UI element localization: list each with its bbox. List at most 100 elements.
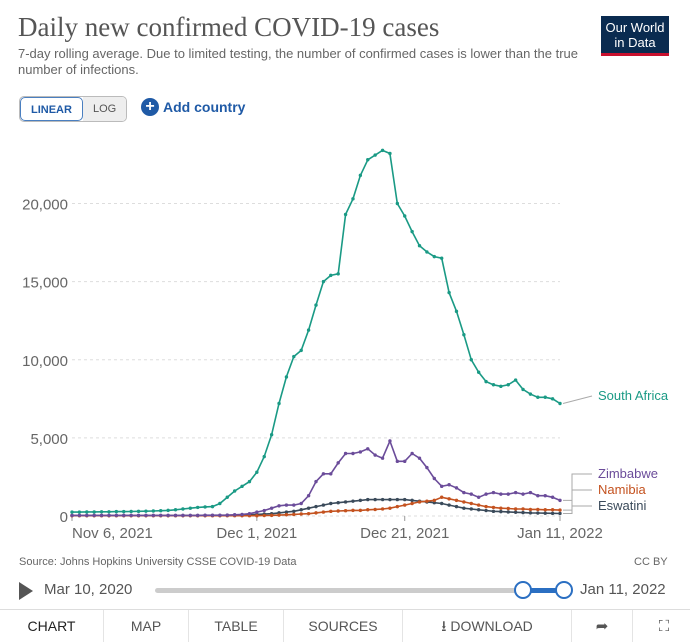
data-point xyxy=(188,513,193,518)
tab-sources[interactable]: SOURCES xyxy=(284,610,403,642)
data-point xyxy=(373,453,377,457)
data-point xyxy=(240,484,244,489)
data-point xyxy=(462,490,466,495)
source-note[interactable]: Source: Johns Hopkins University CSSE CO… xyxy=(19,556,297,568)
data-point xyxy=(77,513,82,518)
timeline-start-handle[interactable] xyxy=(514,581,532,599)
data-point xyxy=(166,508,170,513)
data-point xyxy=(159,508,163,513)
data-point xyxy=(306,493,311,498)
data-point xyxy=(255,513,259,518)
data-point xyxy=(454,498,459,503)
data-point xyxy=(506,492,510,496)
data-point xyxy=(543,395,547,399)
data-point xyxy=(240,512,244,517)
line-chart: 0 5,000 10,000 15,000 20,000 Nov 6, 2021 Dec … xyxy=(22,148,669,542)
data-point xyxy=(403,503,407,507)
tab-chart[interactable]: CHART xyxy=(0,610,104,642)
data-point xyxy=(262,454,266,459)
fullscreen-button[interactable]: ⛶ xyxy=(633,610,690,642)
data-point xyxy=(269,433,274,437)
data-point xyxy=(195,513,200,518)
data-point xyxy=(395,497,400,502)
label-connector xyxy=(563,473,592,501)
data-point xyxy=(454,309,459,314)
data-point xyxy=(292,512,296,517)
data-point xyxy=(107,513,111,518)
data-point xyxy=(380,148,385,153)
data-point xyxy=(454,504,459,509)
data-point xyxy=(476,495,481,499)
data-point xyxy=(336,509,340,513)
share-button[interactable]: ➦ xyxy=(572,610,633,642)
data-point xyxy=(447,503,451,507)
x-tick-label: Jan 11, 2022 xyxy=(517,525,603,542)
data-point xyxy=(380,507,385,511)
data-point xyxy=(491,490,496,495)
data-point xyxy=(262,508,266,513)
data-point xyxy=(269,506,274,510)
data-point xyxy=(506,506,510,511)
data-point xyxy=(336,461,340,465)
data-point xyxy=(173,513,178,518)
data-point xyxy=(499,506,503,510)
data-point xyxy=(188,506,193,510)
data-point xyxy=(203,505,207,509)
data-point xyxy=(321,503,326,507)
log-button[interactable]: LOG xyxy=(82,97,127,121)
data-point xyxy=(439,495,444,499)
tab-map[interactable]: MAP xyxy=(104,610,189,642)
logo-line1: Our World xyxy=(605,20,665,35)
data-point xyxy=(425,465,429,470)
tab-table[interactable]: TABLE xyxy=(189,610,284,642)
data-point xyxy=(506,510,510,514)
data-point xyxy=(373,153,377,157)
data-point xyxy=(439,484,444,489)
add-country-button[interactable]: + Add country xyxy=(141,98,245,116)
timeline-end-label: Jan 11, 2022 xyxy=(580,581,666,598)
timeline-track[interactable] xyxy=(155,588,565,593)
tab-download[interactable]: ⭳ DOWNLOAD xyxy=(403,610,572,642)
data-point xyxy=(232,489,237,493)
data-point xyxy=(299,512,303,516)
license-link[interactable]: CC BY xyxy=(634,556,668,568)
timeline-end-handle[interactable] xyxy=(555,581,573,599)
data-point xyxy=(144,509,148,513)
data-point xyxy=(462,506,466,510)
data-point xyxy=(358,450,363,454)
linear-button[interactable]: LINEAR xyxy=(20,97,83,121)
y-tick-label: 10,000 xyxy=(22,353,68,370)
download-icon: ⭳ xyxy=(441,618,447,635)
data-point xyxy=(432,501,437,505)
data-point xyxy=(181,513,185,518)
data-point xyxy=(343,500,348,504)
data-point xyxy=(292,503,296,507)
data-point xyxy=(129,509,133,514)
data-point xyxy=(558,511,562,516)
play-icon[interactable] xyxy=(19,582,33,600)
data-point xyxy=(277,504,281,508)
owid-logo[interactable]: Our World in Data xyxy=(601,16,669,56)
data-point xyxy=(462,500,466,504)
data-point xyxy=(469,507,473,511)
data-point xyxy=(425,499,429,503)
data-point xyxy=(366,508,370,512)
data-point xyxy=(499,492,503,496)
data-point xyxy=(491,509,496,514)
data-point xyxy=(92,510,96,514)
data-point xyxy=(210,513,215,517)
x-tick-label: Dec 1, 2021 xyxy=(216,525,297,542)
data-point xyxy=(329,273,333,278)
data-point xyxy=(114,509,119,514)
data-point xyxy=(358,498,363,503)
chart-title: Daily new confirmed COVID-19 cases xyxy=(18,12,440,42)
data-point xyxy=(543,493,547,498)
data-point xyxy=(351,499,355,503)
data-point xyxy=(395,459,400,464)
data-point xyxy=(284,510,289,514)
data-point xyxy=(476,508,481,512)
data-point xyxy=(247,479,252,484)
data-point xyxy=(521,507,525,511)
chart-subtitle: 7-day rolling average. Due to limited te… xyxy=(18,46,579,77)
data-point xyxy=(358,508,363,513)
